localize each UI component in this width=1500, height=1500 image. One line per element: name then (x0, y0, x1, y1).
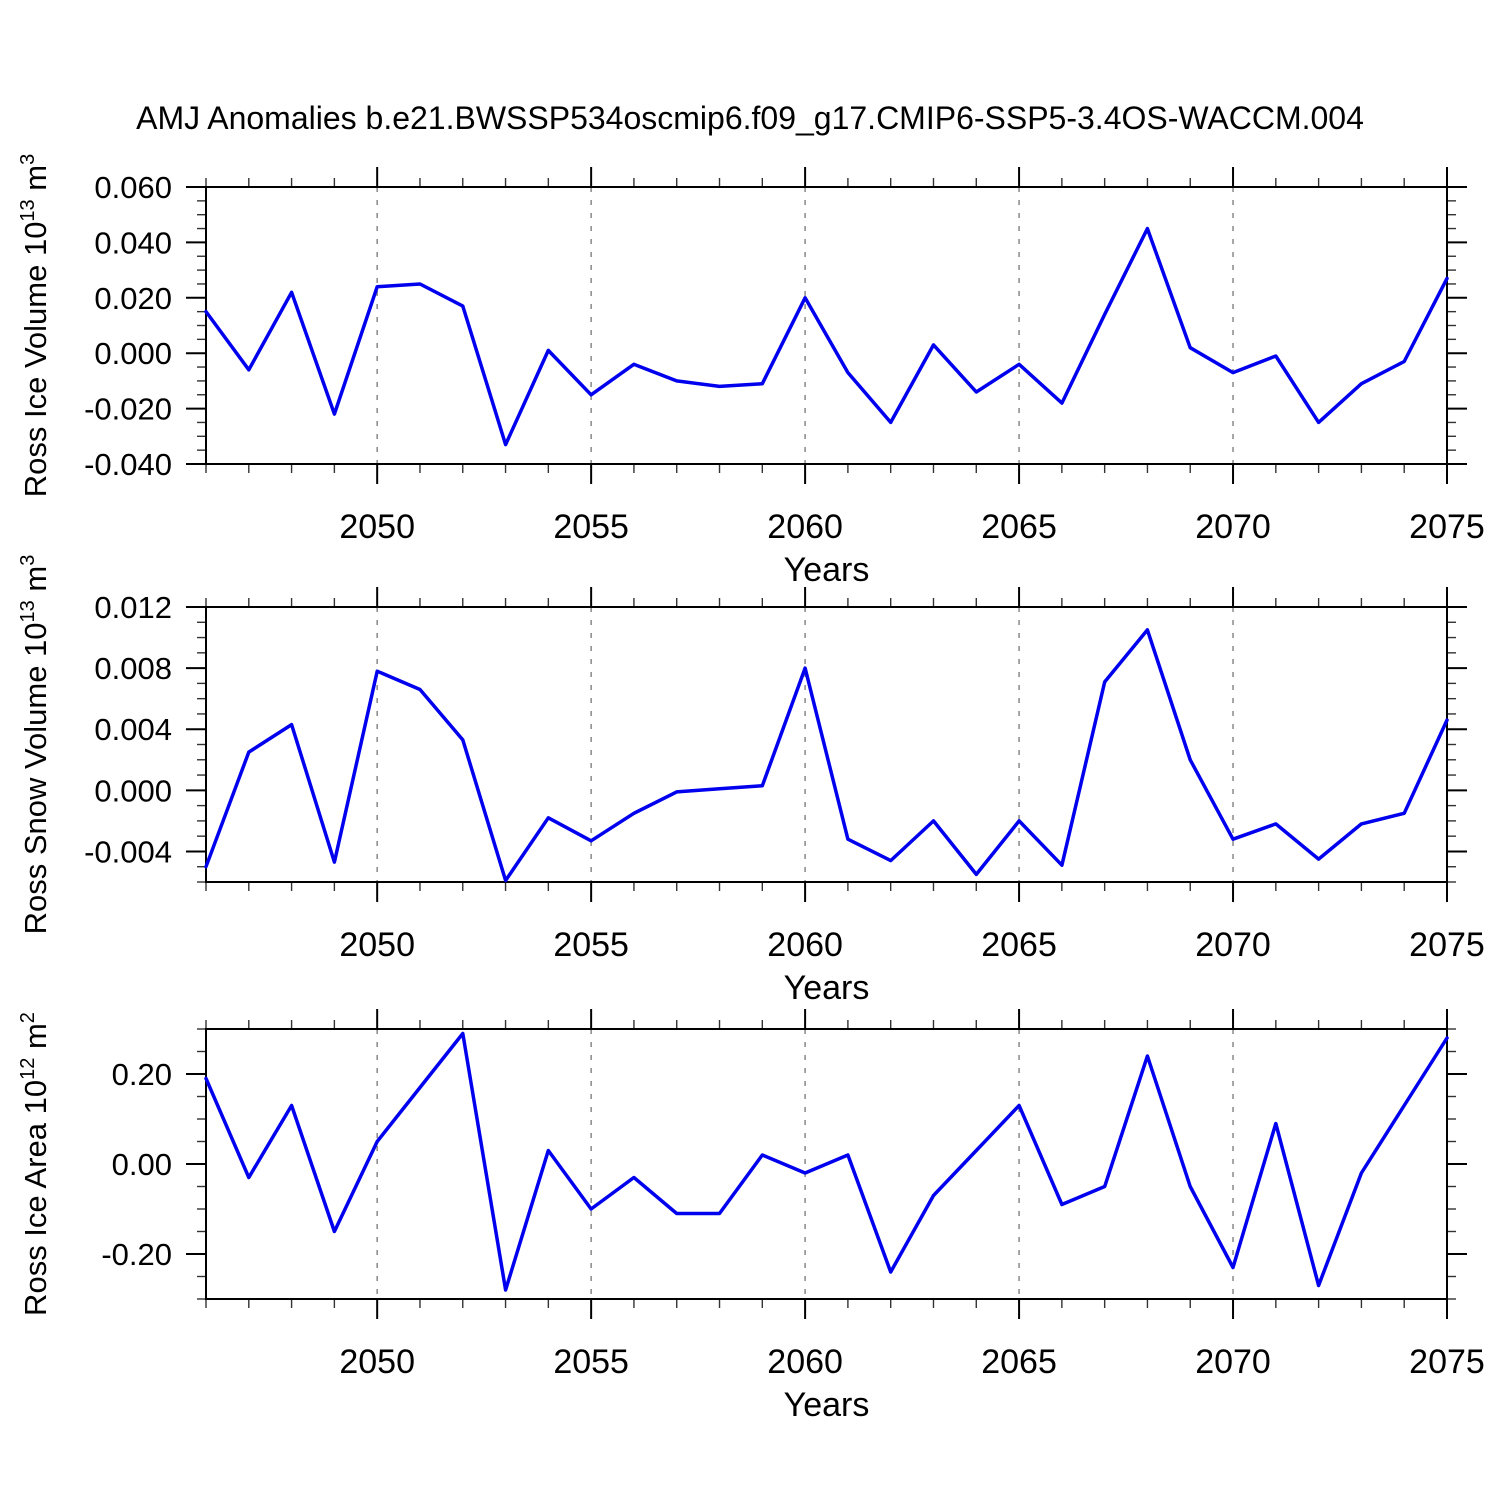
y-tick-label: 0.060 (94, 170, 172, 205)
x-axis-title: Years (784, 551, 870, 589)
x-tick-label: 2050 (339, 926, 415, 964)
y-tick-label: 0.020 (94, 281, 172, 316)
series-line (204, 1031, 1449, 1292)
y-tick-label: 0.012 (94, 590, 172, 625)
y-tick-label: -0.20 (101, 1237, 172, 1272)
x-tick-label: 2075 (1409, 1343, 1485, 1381)
y-tick-label: -0.040 (84, 447, 172, 482)
y-tick-label: 0.004 (94, 712, 172, 747)
y-tick-label: 0.008 (94, 651, 172, 686)
x-tick-label: 2060 (767, 508, 843, 546)
x-tick-label: 2075 (1409, 508, 1485, 546)
x-tick-label: 2050 (339, 1343, 415, 1381)
y-tick-label: 0.20 (112, 1057, 172, 1092)
x-axis-title: Years (784, 1386, 870, 1424)
x-tick-label: 2065 (981, 508, 1057, 546)
plot-group-3: 0.20 0.00 -0.20 2050 2055 2060 2065 2070 2075 Yea… (17, 1009, 1485, 1424)
y-axis-title: Ross Snow Volume 1013 m3 (17, 555, 53, 935)
plot-group-2: 0.012 0.008 0.004 0.000 -0.004 2050 2055 2060 20… (17, 555, 1485, 1007)
x-tick-label: 2070 (1195, 1343, 1271, 1381)
chart-title: AMJ Anomalies b.e21.BWSSP534oscmip6.f09_… (136, 100, 1364, 136)
x-tick-label: 2075 (1409, 926, 1485, 964)
x-tick-label: 2050 (339, 508, 415, 546)
y-tick-label: 0.040 (94, 225, 172, 260)
x-tick-label: 2065 (981, 926, 1057, 964)
series-line (204, 628, 1449, 883)
y-axis-title: Ross Ice Volume 1013 m3 (17, 154, 53, 498)
plot-frame (205, 186, 1448, 465)
y-tick-label: 0.000 (94, 773, 172, 808)
plot-frame (205, 606, 1448, 883)
x-tick-label: 2060 (767, 1343, 843, 1381)
x-tick-label: 2055 (553, 926, 629, 964)
y-tick-label: 0.000 (94, 336, 172, 371)
plot-frame (205, 1028, 1448, 1300)
series-line (204, 226, 1449, 447)
x-axis-title: Years (784, 969, 870, 1007)
x-tick-label: 2060 (767, 926, 843, 964)
y-tick-label: 0.00 (112, 1147, 172, 1182)
y-tick-label: -0.004 (84, 834, 172, 869)
x-tick-label: 2065 (981, 1343, 1057, 1381)
plot-group-1: 0.060 0.040 0.020 0.000 -0.020 -0.040 2050 2055… (17, 154, 1485, 589)
x-tick-label: 2070 (1195, 508, 1271, 546)
x-tick-label: 2055 (553, 508, 629, 546)
x-tick-label: 2055 (553, 1343, 629, 1381)
y-tick-label: -0.020 (84, 392, 172, 427)
y-axis-title: Ross Ice Area 1012 m2 (17, 1012, 53, 1316)
x-tick-label: 2070 (1195, 926, 1271, 964)
